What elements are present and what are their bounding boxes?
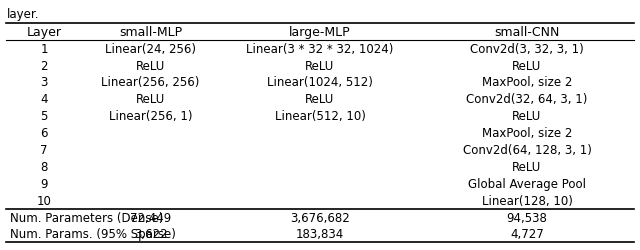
Text: large-MLP: large-MLP bbox=[289, 26, 351, 39]
Text: 72,449: 72,449 bbox=[130, 211, 172, 224]
Text: ReLU: ReLU bbox=[136, 93, 165, 106]
Text: Conv2d(64, 128, 3, 1): Conv2d(64, 128, 3, 1) bbox=[463, 144, 591, 156]
Text: 183,834: 183,834 bbox=[296, 228, 344, 240]
Text: 9: 9 bbox=[40, 177, 48, 190]
Text: Linear(1024, 512): Linear(1024, 512) bbox=[267, 76, 373, 89]
Text: Linear(256, 1): Linear(256, 1) bbox=[109, 110, 193, 123]
Text: ReLU: ReLU bbox=[513, 160, 541, 173]
Text: Linear(3 * 32 * 32, 1024): Linear(3 * 32 * 32, 1024) bbox=[246, 42, 394, 56]
Text: 4: 4 bbox=[40, 93, 48, 106]
Text: Global Average Pool: Global Average Pool bbox=[468, 177, 586, 190]
Text: small-MLP: small-MLP bbox=[119, 26, 182, 39]
Text: 8: 8 bbox=[40, 160, 48, 173]
Text: 1: 1 bbox=[40, 42, 48, 56]
Text: 94,538: 94,538 bbox=[506, 211, 547, 224]
Text: Num. Params. (95% Sparse): Num. Params. (95% Sparse) bbox=[10, 228, 175, 240]
Text: Linear(128, 10): Linear(128, 10) bbox=[481, 194, 572, 207]
Text: ReLU: ReLU bbox=[305, 59, 335, 72]
Text: 2: 2 bbox=[40, 59, 48, 72]
Text: 3,622: 3,622 bbox=[134, 228, 168, 240]
Text: small-CNN: small-CNN bbox=[494, 26, 559, 39]
Text: layer.: layer. bbox=[6, 8, 39, 20]
Text: Linear(256, 256): Linear(256, 256) bbox=[102, 76, 200, 89]
Text: 6: 6 bbox=[40, 127, 48, 140]
Text: 4,727: 4,727 bbox=[510, 228, 544, 240]
Text: Linear(24, 256): Linear(24, 256) bbox=[105, 42, 196, 56]
Text: 10: 10 bbox=[36, 194, 51, 207]
Text: Layer: Layer bbox=[26, 26, 61, 39]
Text: MaxPool, size 2: MaxPool, size 2 bbox=[482, 127, 572, 140]
Text: ReLU: ReLU bbox=[513, 59, 541, 72]
Text: Linear(512, 10): Linear(512, 10) bbox=[275, 110, 365, 123]
Text: ReLU: ReLU bbox=[513, 110, 541, 123]
Text: 5: 5 bbox=[40, 110, 48, 123]
Text: Conv2d(3, 32, 3, 1): Conv2d(3, 32, 3, 1) bbox=[470, 42, 584, 56]
Text: 3,676,682: 3,676,682 bbox=[290, 211, 350, 224]
Text: 3: 3 bbox=[40, 76, 48, 89]
Text: ReLU: ReLU bbox=[305, 93, 335, 106]
Text: Num. Parameters (Dense): Num. Parameters (Dense) bbox=[10, 211, 163, 224]
Text: ReLU: ReLU bbox=[136, 59, 165, 72]
Text: 7: 7 bbox=[40, 144, 48, 156]
Text: Conv2d(32, 64, 3, 1): Conv2d(32, 64, 3, 1) bbox=[467, 93, 588, 106]
Text: MaxPool, size 2: MaxPool, size 2 bbox=[482, 76, 572, 89]
